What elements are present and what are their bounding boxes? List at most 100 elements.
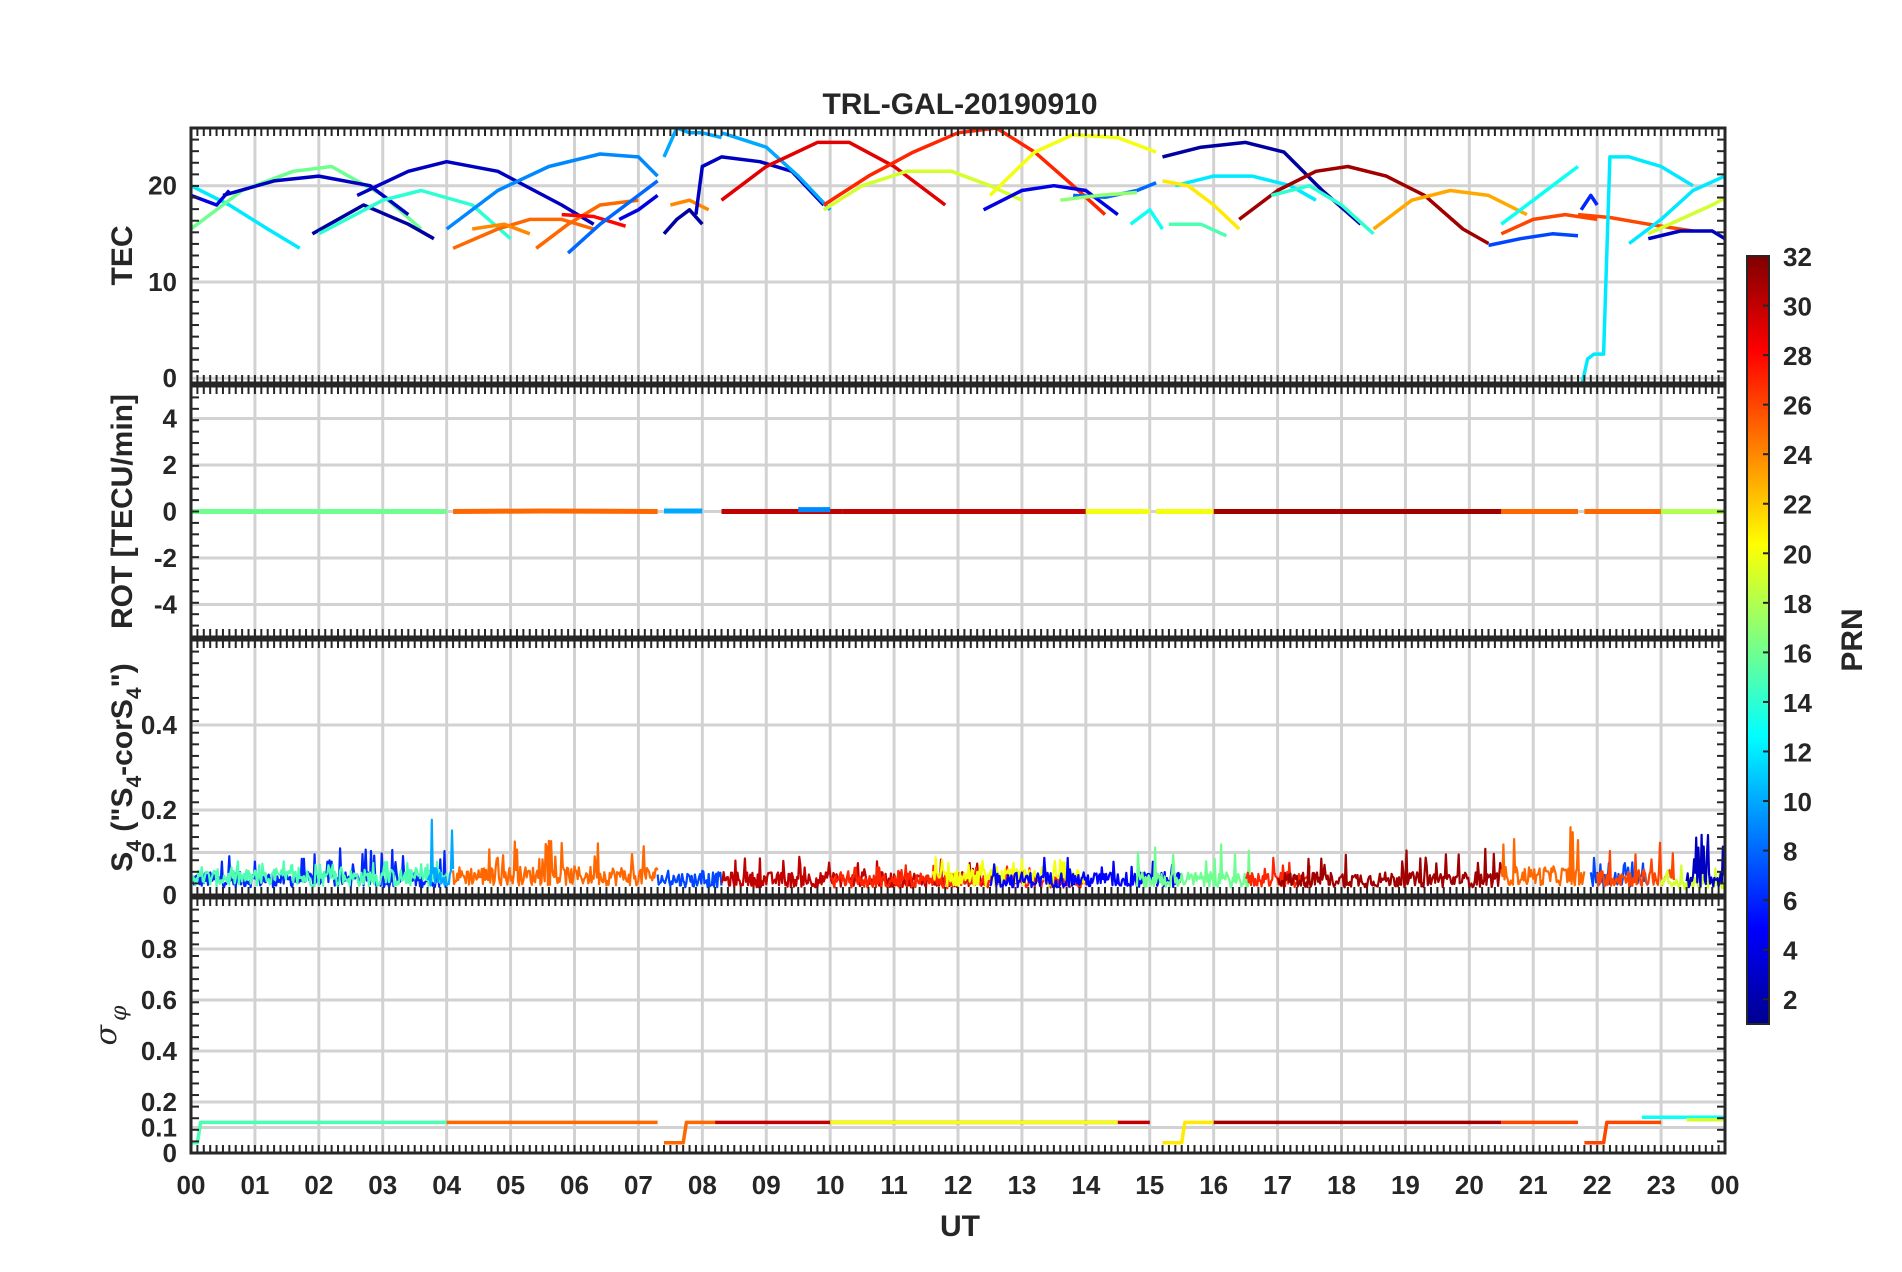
axes-frame bbox=[189, 126, 1727, 385]
y-tick-label: -4 bbox=[154, 589, 178, 619]
series-prn-6 bbox=[1579, 193, 1599, 211]
x-tick-label: 09 bbox=[752, 1170, 781, 1200]
y-tick-label: 0.1 bbox=[141, 1113, 177, 1143]
colorbar-tick-label: 10 bbox=[1783, 787, 1812, 817]
x-tick-label: 16 bbox=[1199, 1170, 1228, 1200]
colorbar-tick-label: 2 bbox=[1783, 985, 1797, 1015]
x-tick-label: 03 bbox=[368, 1170, 397, 1200]
x-tick-label: 14 bbox=[1071, 1170, 1100, 1200]
series-prn-8 bbox=[566, 179, 659, 255]
x-tick-label: 17 bbox=[1263, 1170, 1292, 1200]
colorbar-tick-label: 22 bbox=[1783, 490, 1812, 520]
colorbar-tick-label: 4 bbox=[1783, 936, 1798, 966]
colorbar-tick-label: 28 bbox=[1783, 341, 1812, 371]
y-axis-label: ROT [TECU/min] bbox=[106, 394, 139, 629]
series-prn-16 bbox=[1135, 843, 1253, 889]
x-tick-label: 23 bbox=[1647, 1170, 1676, 1200]
series-prn-28 bbox=[561, 212, 627, 228]
series-group bbox=[191, 818, 1725, 891]
colorbar-tick-label: 26 bbox=[1783, 391, 1812, 421]
series-prn-26 bbox=[1500, 212, 1598, 236]
x-tick-label: 01 bbox=[240, 1170, 269, 1200]
series-prn-25 bbox=[1500, 826, 1586, 887]
series-prn-7 bbox=[1488, 232, 1579, 248]
x-tick-label: 11 bbox=[880, 1170, 908, 1200]
colorbar-tick-label: 14 bbox=[1783, 688, 1812, 718]
y-tick-label: 0 bbox=[163, 363, 177, 393]
y-tick-label: 0.6 bbox=[141, 985, 177, 1015]
y-tick-label: 2 bbox=[163, 450, 177, 480]
y-tick-label: 0 bbox=[163, 497, 177, 527]
x-tick-label: 00 bbox=[1711, 1170, 1740, 1200]
series-prn-19 bbox=[1647, 196, 1725, 236]
series-prn-3 bbox=[222, 174, 410, 216]
y-tick-label: 0.8 bbox=[141, 934, 177, 964]
colorbar-tick-label: 6 bbox=[1783, 886, 1797, 916]
x-axis-label: UT bbox=[940, 1210, 980, 1243]
panel-rot: -4 -2 0 2 4 ROT [TECU/min] bbox=[106, 384, 1727, 639]
chart-title: TRL-GAL-20190910 bbox=[822, 88, 1097, 121]
x-tick-label: 12 bbox=[944, 1170, 973, 1200]
series-prn-4 bbox=[618, 193, 659, 221]
series-prn-26 bbox=[1577, 212, 1694, 233]
series-prn-7 bbox=[656, 869, 723, 889]
series-prn-10 bbox=[720, 131, 832, 212]
y-axis-label: σφ bbox=[89, 1005, 132, 1045]
series-prn-24 bbox=[669, 198, 710, 212]
series-prn-14 bbox=[1270, 183, 1375, 236]
panel-s4: 0 0.1 0.2 0.4S4 ("S4-corS4") bbox=[106, 638, 1727, 910]
series-prn-5 bbox=[989, 856, 1183, 889]
x-tick-label: 00 bbox=[177, 1170, 206, 1200]
x-tick-label: 05 bbox=[496, 1170, 525, 1200]
series-prn-12 bbox=[1628, 174, 1725, 245]
series-prn-17 bbox=[1060, 190, 1138, 202]
colorbar-tick-label: 32 bbox=[1783, 242, 1812, 272]
series-prn-12 bbox=[191, 184, 301, 250]
series-prn-12 bbox=[1174, 174, 1317, 202]
series-prn-15 bbox=[1168, 222, 1228, 238]
y-tick-label: 0.1 bbox=[141, 838, 177, 868]
series-prn-26 bbox=[1584, 1120, 1662, 1145]
y-tick-label: 0.2 bbox=[141, 1087, 177, 1117]
series-prn-31 bbox=[1238, 164, 1490, 246]
x-ticks: 00 01 02 03 04 05 06 07 08 09 10 11 12 13 14 15 16 17 18 19… bbox=[177, 1170, 1740, 1200]
panel-tec: 0 10 20 TEC bbox=[106, 126, 1727, 393]
series-prn-3 bbox=[1647, 229, 1725, 241]
x-tick-label: 07 bbox=[624, 1170, 653, 1200]
y-axis-label: TEC bbox=[106, 226, 139, 286]
x-tick-label: 06 bbox=[560, 1170, 589, 1200]
y-tick-label: -2 bbox=[154, 543, 177, 573]
y-tick-label: 0.2 bbox=[141, 795, 177, 825]
series-prn-21 bbox=[1162, 179, 1241, 231]
colorbar-tick-label: 24 bbox=[1783, 440, 1812, 470]
series-prn-25 bbox=[452, 839, 659, 887]
series-prn-10 bbox=[426, 818, 455, 887]
x-tick-label: 18 bbox=[1327, 1170, 1356, 1200]
x-tick-label: 13 bbox=[1007, 1170, 1036, 1200]
y-tick-label: 0.4 bbox=[141, 710, 178, 740]
series-prn-12 bbox=[1580, 155, 1694, 383]
series-prn-2 bbox=[662, 208, 704, 235]
x-tick-label: 04 bbox=[432, 1170, 461, 1200]
series-prn-25 bbox=[453, 508, 658, 514]
x-tick-label: 20 bbox=[1455, 1170, 1484, 1200]
colorbar-label: PRN bbox=[1836, 608, 1869, 671]
panel-sigma: 00.10.2 0.4 0.6 0.8 σφ bbox=[89, 896, 1727, 1168]
series-prn-26 bbox=[1596, 841, 1675, 888]
colorbar-tick-label: 20 bbox=[1783, 539, 1812, 569]
series-prn-13 bbox=[1500, 165, 1580, 226]
series-prn-31 bbox=[1276, 847, 1503, 889]
series-prn-14 bbox=[317, 188, 512, 241]
colorbar-tick-label: 30 bbox=[1783, 292, 1812, 322]
series-prn-15 bbox=[191, 1120, 447, 1145]
series-group bbox=[191, 1115, 1725, 1145]
y-tick-label: 4 bbox=[163, 404, 178, 434]
series-prn-25 bbox=[664, 1120, 716, 1145]
series-prn-15 bbox=[191, 860, 448, 888]
colorbar-tick-label: 18 bbox=[1783, 589, 1812, 619]
series-prn-3 bbox=[1685, 833, 1725, 889]
series-prn-2 bbox=[311, 203, 435, 241]
